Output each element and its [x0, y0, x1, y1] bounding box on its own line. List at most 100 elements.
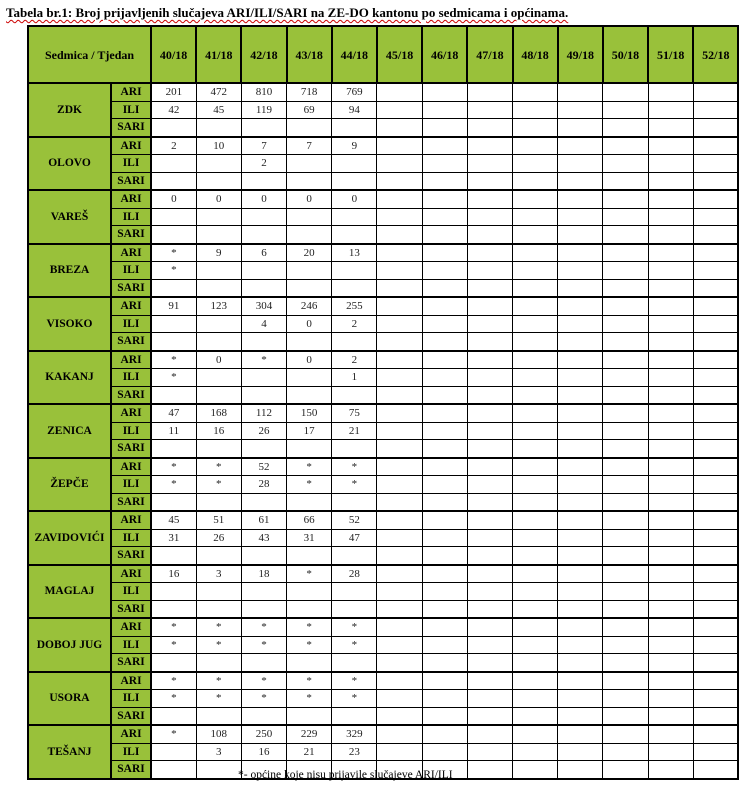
- row-type-label: SARI: [110, 706, 152, 726]
- value-cell: [421, 546, 468, 566]
- row-type-label: SARI: [110, 278, 152, 298]
- row-type-label: SARI: [110, 653, 152, 673]
- value-cell: [421, 475, 468, 494]
- value-cell: 28: [240, 475, 288, 494]
- week-header: 47/18: [466, 25, 514, 84]
- value-cell: [647, 599, 694, 619]
- row-type-label: ARI: [110, 135, 152, 155]
- value-cell: [240, 599, 288, 619]
- value-cell: [421, 653, 468, 673]
- value-cell: [692, 403, 740, 423]
- value-cell: [376, 456, 423, 476]
- value-cell: [421, 421, 468, 440]
- value-cell: *: [150, 261, 197, 280]
- table-row: ILI *: [28, 261, 740, 280]
- row-type-label: SARI: [110, 492, 152, 512]
- value-cell: 119: [240, 100, 288, 119]
- value-cell: [647, 689, 694, 708]
- row-type-label: ILI: [110, 207, 152, 226]
- value-cell: [511, 599, 559, 619]
- value-cell: [647, 724, 694, 744]
- value-cell: [692, 421, 740, 440]
- value-cell: *: [331, 456, 378, 476]
- value-cell: [376, 100, 423, 119]
- value-cell: [602, 563, 649, 583]
- value-cell: [602, 135, 649, 155]
- value-cell: [602, 635, 649, 654]
- value-cell: [466, 492, 514, 512]
- row-type-label: ILI: [110, 154, 152, 173]
- value-cell: [557, 706, 604, 726]
- value-cell: [286, 546, 333, 566]
- value-cell: 250: [240, 724, 288, 744]
- value-cell: [511, 635, 559, 654]
- value-cell: [376, 171, 423, 191]
- value-cell: [421, 349, 468, 369]
- value-cell: [195, 278, 242, 298]
- value-cell: [602, 546, 649, 566]
- value-cell: [647, 475, 694, 494]
- value-cell: [511, 724, 559, 744]
- value-cell: [421, 456, 468, 476]
- value-cell: [692, 724, 740, 744]
- value-cell: 112: [240, 403, 288, 423]
- value-cell: [195, 118, 242, 138]
- week-header: 50/18: [601, 25, 650, 84]
- value-cell: [692, 510, 740, 530]
- value-cell: [602, 403, 649, 423]
- table-row: ILI: [28, 207, 740, 226]
- value-cell: [240, 368, 288, 387]
- value-cell: 16: [195, 421, 242, 440]
- value-cell: [286, 653, 333, 673]
- value-cell: [557, 599, 604, 619]
- value-cell: [331, 546, 378, 566]
- value-cell: 472: [195, 82, 242, 102]
- value-cell: *: [286, 475, 333, 494]
- value-cell: [692, 456, 740, 476]
- value-cell: [647, 349, 694, 369]
- value-cell: 0: [331, 189, 378, 209]
- table-row: SARI: [28, 118, 740, 138]
- value-cell: [647, 368, 694, 387]
- value-cell: [647, 314, 694, 333]
- value-cell: [331, 171, 378, 191]
- value-cell: [511, 439, 559, 459]
- value-cell: [240, 332, 288, 352]
- value-cell: 31: [286, 528, 333, 547]
- value-cell: [647, 582, 694, 601]
- value-cell: [331, 207, 378, 226]
- value-cell: 94: [331, 100, 378, 119]
- row-type-label: ARI: [110, 296, 152, 316]
- value-cell: [647, 706, 694, 726]
- value-cell: [602, 242, 649, 262]
- value-cell: [557, 492, 604, 512]
- value-cell: 0: [195, 349, 242, 369]
- value-cell: 810: [240, 82, 288, 102]
- value-cell: [557, 385, 604, 405]
- table-row: SARI: [28, 332, 740, 352]
- value-cell: [421, 724, 468, 744]
- value-cell: [466, 314, 514, 333]
- value-cell: [150, 742, 197, 761]
- value-cell: [421, 332, 468, 352]
- value-cell: [331, 332, 378, 352]
- municipality-name: USORA: [27, 670, 112, 726]
- value-cell: [692, 653, 740, 673]
- value-cell: *: [331, 617, 378, 637]
- value-cell: [511, 118, 559, 138]
- value-cell: [647, 546, 694, 566]
- value-cell: [376, 421, 423, 440]
- value-cell: 47: [150, 403, 197, 423]
- value-cell: [466, 403, 514, 423]
- value-cell: [692, 225, 740, 245]
- value-cell: [376, 207, 423, 226]
- value-cell: [195, 368, 242, 387]
- value-cell: 718: [286, 82, 333, 102]
- table-row: ILI 11 16 26 17 21: [28, 421, 740, 440]
- value-cell: [150, 492, 197, 512]
- value-cell: [421, 403, 468, 423]
- value-cell: [466, 635, 514, 654]
- table-row: ILI 4 0 2: [28, 314, 740, 333]
- value-cell: [466, 421, 514, 440]
- value-cell: [286, 385, 333, 405]
